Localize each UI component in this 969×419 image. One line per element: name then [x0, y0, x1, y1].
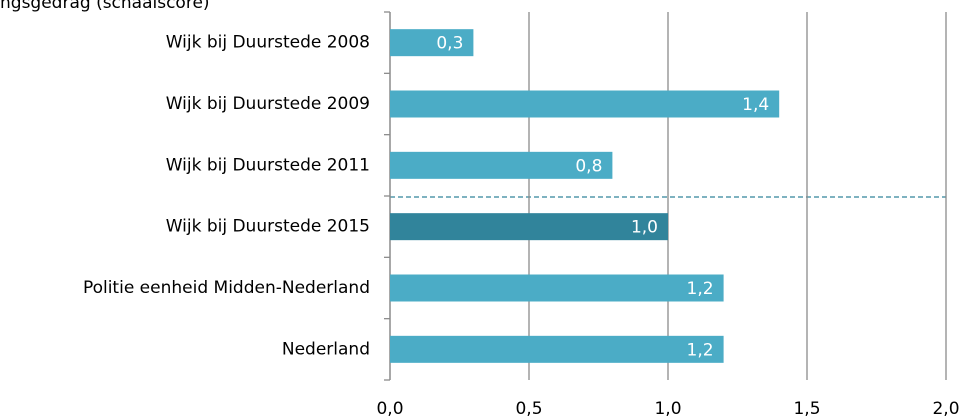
x-tick-label: 1,0: [654, 399, 681, 419]
bar: [390, 274, 724, 302]
bar: [390, 335, 724, 363]
x-tick-label: 0,0: [376, 399, 403, 419]
y-tick-label: Nederland: [282, 339, 370, 359]
value-label: 1,0: [631, 218, 658, 238]
value-label: 0,8: [575, 156, 602, 176]
y-tick-label: Wijk bij Duurstede 2008: [166, 33, 370, 53]
value-label: 1,4: [742, 95, 769, 115]
y-tick-label: Wijk bij Duurstede 2011: [166, 155, 370, 175]
y-tick-label: Wijk bij Duurstede 2009: [166, 94, 370, 114]
chart-title: ngsgedrag (schaalscore): [0, 0, 210, 13]
x-tick-label: 0,5: [515, 399, 542, 419]
bar: [390, 90, 780, 118]
x-tick-label: 2,0: [932, 399, 959, 419]
y-tick-label: Politie eenheid Midden-Nederland: [83, 278, 370, 298]
y-tick-label: Wijk bij Duurstede 2015: [166, 217, 370, 237]
value-label: 1,2: [687, 279, 714, 299]
x-tick-label: 1,5: [793, 399, 820, 419]
bar: [390, 29, 474, 57]
bar: [390, 213, 668, 241]
value-label: 1,2: [687, 340, 714, 360]
value-label: 0,3: [436, 34, 463, 54]
bar: [390, 151, 613, 179]
